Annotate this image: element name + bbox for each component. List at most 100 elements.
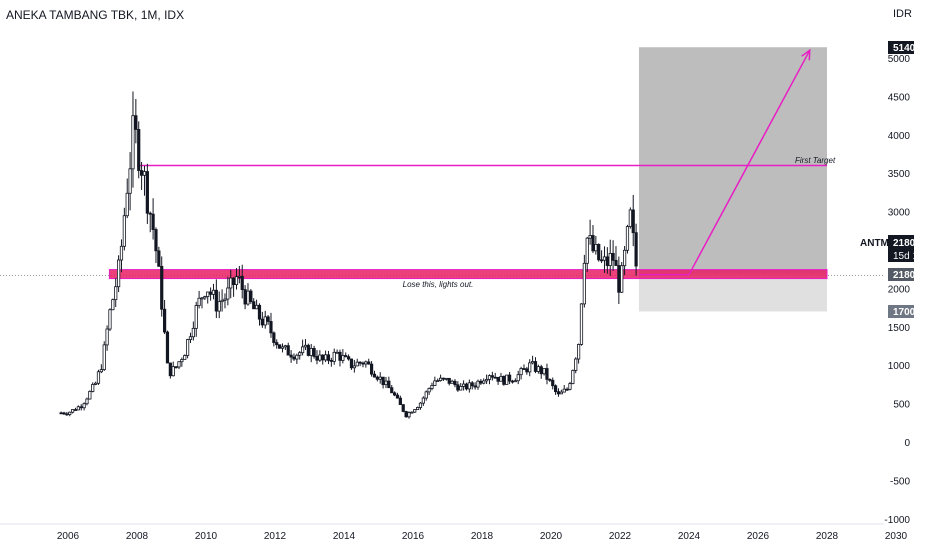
y-tick-label: 3000 <box>888 208 911 219</box>
lose-this-label[interactable]: Lose this, lights out. <box>403 280 474 289</box>
candle-body <box>131 115 135 170</box>
candle-body <box>556 391 561 395</box>
candle-body <box>453 380 457 386</box>
candle-body <box>344 355 348 358</box>
x-tick-label: 2014 <box>333 531 356 542</box>
candle-body <box>387 380 391 389</box>
candle-body <box>568 383 572 390</box>
x-tick-label: 2030 <box>885 531 908 542</box>
candle-body <box>246 290 250 305</box>
candle-body <box>381 376 385 386</box>
candle-body <box>139 170 144 176</box>
candle-body <box>332 351 336 362</box>
annotation-layer[interactable]: First Target Lose this, lights out. <box>403 156 836 289</box>
candle-body <box>203 296 207 299</box>
candle-body <box>539 366 543 375</box>
currency-label: IDR <box>893 8 912 20</box>
projection-arrow-line <box>688 49 811 275</box>
candle-body <box>206 291 210 297</box>
candle-body <box>174 366 178 369</box>
candle-body <box>289 354 293 358</box>
x-tick-label: 2010 <box>195 531 218 542</box>
candle-body <box>410 411 414 414</box>
candle-body <box>470 382 474 387</box>
candle-body <box>260 318 264 326</box>
projection-arrow-head <box>801 48 811 61</box>
candle-body <box>390 387 394 394</box>
candle-body <box>623 249 627 267</box>
candle-body <box>266 316 270 322</box>
candle-body <box>122 215 126 247</box>
candle-body <box>355 361 359 367</box>
candle-body <box>528 362 532 373</box>
zone-tag-bg <box>888 268 914 281</box>
candle-body <box>464 383 469 390</box>
candle-body <box>338 351 342 361</box>
candle-body <box>499 375 503 382</box>
candle-body <box>142 171 147 176</box>
candle-body <box>398 397 402 405</box>
candle-body <box>137 129 141 171</box>
candle-body <box>401 404 405 412</box>
first-target-label[interactable]: First Target <box>795 156 836 165</box>
candle-body <box>577 343 581 360</box>
candle-body <box>105 328 109 346</box>
candle-body <box>378 376 382 380</box>
candle-body <box>85 398 89 405</box>
candle-body <box>349 358 354 369</box>
candle-body <box>579 303 584 345</box>
candle-body <box>234 276 239 286</box>
candle-body <box>79 406 83 409</box>
y-tick-label: 1000 <box>888 361 911 372</box>
candle-body <box>326 354 331 361</box>
y-tick-label: 4500 <box>888 92 911 103</box>
candle-body <box>237 275 241 278</box>
candle-body <box>600 259 604 262</box>
candle-body <box>119 245 124 261</box>
x-tick-label: 2016 <box>402 531 425 542</box>
candle-body <box>125 192 129 217</box>
candle-body <box>315 356 319 361</box>
candle-body <box>418 402 423 408</box>
candle-body <box>231 277 236 286</box>
candle-body <box>194 305 198 329</box>
candle-body <box>309 348 313 356</box>
candle-body <box>128 168 132 194</box>
candle-body <box>65 413 69 416</box>
candle-body <box>59 412 63 415</box>
y-tick-label: 5000 <box>888 54 911 65</box>
candle-body <box>533 361 538 372</box>
candle-body <box>487 375 492 380</box>
candle-body <box>542 368 546 375</box>
position-box-layer[interactable] <box>638 47 827 312</box>
x-tick-label: 2020 <box>540 531 563 542</box>
stop-zone <box>638 274 827 312</box>
candle-body <box>531 361 535 364</box>
candle-body <box>168 362 172 377</box>
candle-body <box>476 380 480 388</box>
x-tick-label: 2018 <box>471 531 494 542</box>
candle-body <box>298 352 302 356</box>
candle-body <box>114 286 118 301</box>
candle-body <box>502 375 506 385</box>
candle-body <box>634 232 638 267</box>
candle-body <box>160 265 164 310</box>
candle-body <box>73 409 78 411</box>
candle-body <box>249 290 253 303</box>
candle-body <box>292 356 296 360</box>
x-tick-label: 2006 <box>57 531 80 542</box>
candle-body <box>461 383 466 387</box>
symbol-title[interactable]: ANEKA TAMBANG TBK <box>6 8 135 22</box>
candle-body <box>519 368 523 376</box>
candle-body <box>254 304 259 310</box>
candle-body <box>585 237 589 264</box>
candle-body <box>631 209 635 234</box>
zone-tag: 2180 <box>893 270 916 281</box>
candle-body <box>171 366 175 377</box>
candle-body <box>392 392 397 396</box>
candle-body <box>436 380 440 382</box>
candle-body <box>565 388 569 391</box>
interval-label[interactable]: 1M <box>140 8 158 22</box>
candle-body <box>96 371 101 384</box>
